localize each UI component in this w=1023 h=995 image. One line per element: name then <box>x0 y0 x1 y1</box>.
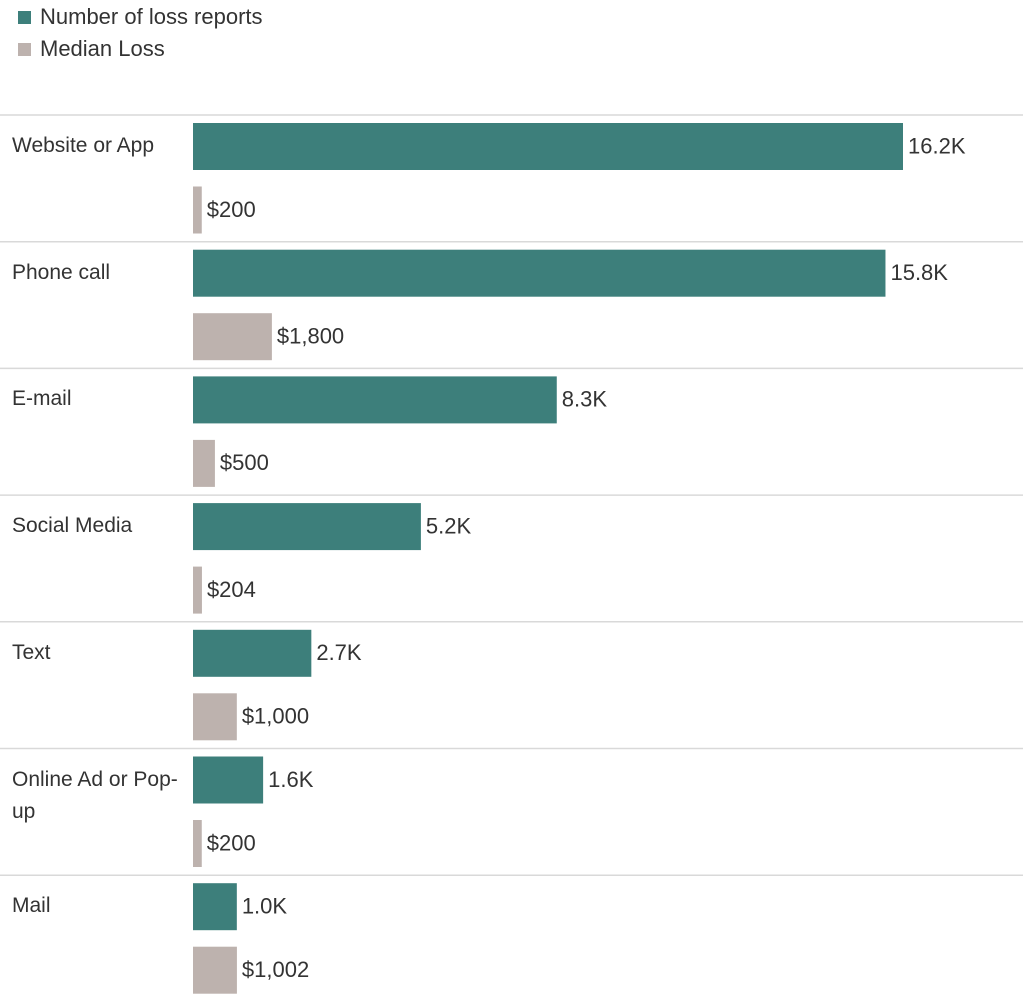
category-label: Mail <box>12 894 51 918</box>
bar <box>193 186 202 234</box>
value-label: $500 <box>220 450 269 475</box>
bar <box>193 439 215 487</box>
bar <box>193 249 886 297</box>
legend-swatch <box>18 11 31 24</box>
bar <box>193 946 237 994</box>
value-label: 15.8K <box>890 260 948 285</box>
category-label: E-mail <box>12 387 72 411</box>
value-label: $204 <box>207 577 256 602</box>
bar <box>193 820 202 867</box>
bar <box>193 629 312 677</box>
bar <box>193 503 421 551</box>
legend-label: Median Loss <box>40 36 165 61</box>
category-label: Text <box>12 640 51 664</box>
value-label: $200 <box>207 830 256 855</box>
category-label: Website or App <box>12 134 155 157</box>
value-label: $1,000 <box>242 704 309 729</box>
category-label: Social Media <box>12 514 133 538</box>
bar <box>193 883 237 931</box>
bar <box>193 313 272 361</box>
value-label: 16.2K <box>908 133 966 158</box>
category-label: Online Ad or Pop-up <box>12 767 178 823</box>
value-label: 1.6K <box>268 767 314 792</box>
legend-label: Number of loss reports <box>40 4 263 29</box>
value-label: 2.7K <box>316 640 362 665</box>
value-label: $1,002 <box>242 957 309 982</box>
bar <box>193 376 557 424</box>
category-label: Phone call <box>12 260 111 284</box>
value-label: $200 <box>207 197 256 222</box>
bar <box>193 693 237 741</box>
bar <box>193 566 202 614</box>
legend-swatch <box>18 43 31 56</box>
value-label: $1,800 <box>277 324 344 349</box>
value-label: 1.0K <box>242 894 288 919</box>
value-label: 5.2K <box>426 513 472 538</box>
bar <box>193 756 264 804</box>
bar <box>193 123 903 170</box>
value-label: 8.3K <box>562 387 608 412</box>
